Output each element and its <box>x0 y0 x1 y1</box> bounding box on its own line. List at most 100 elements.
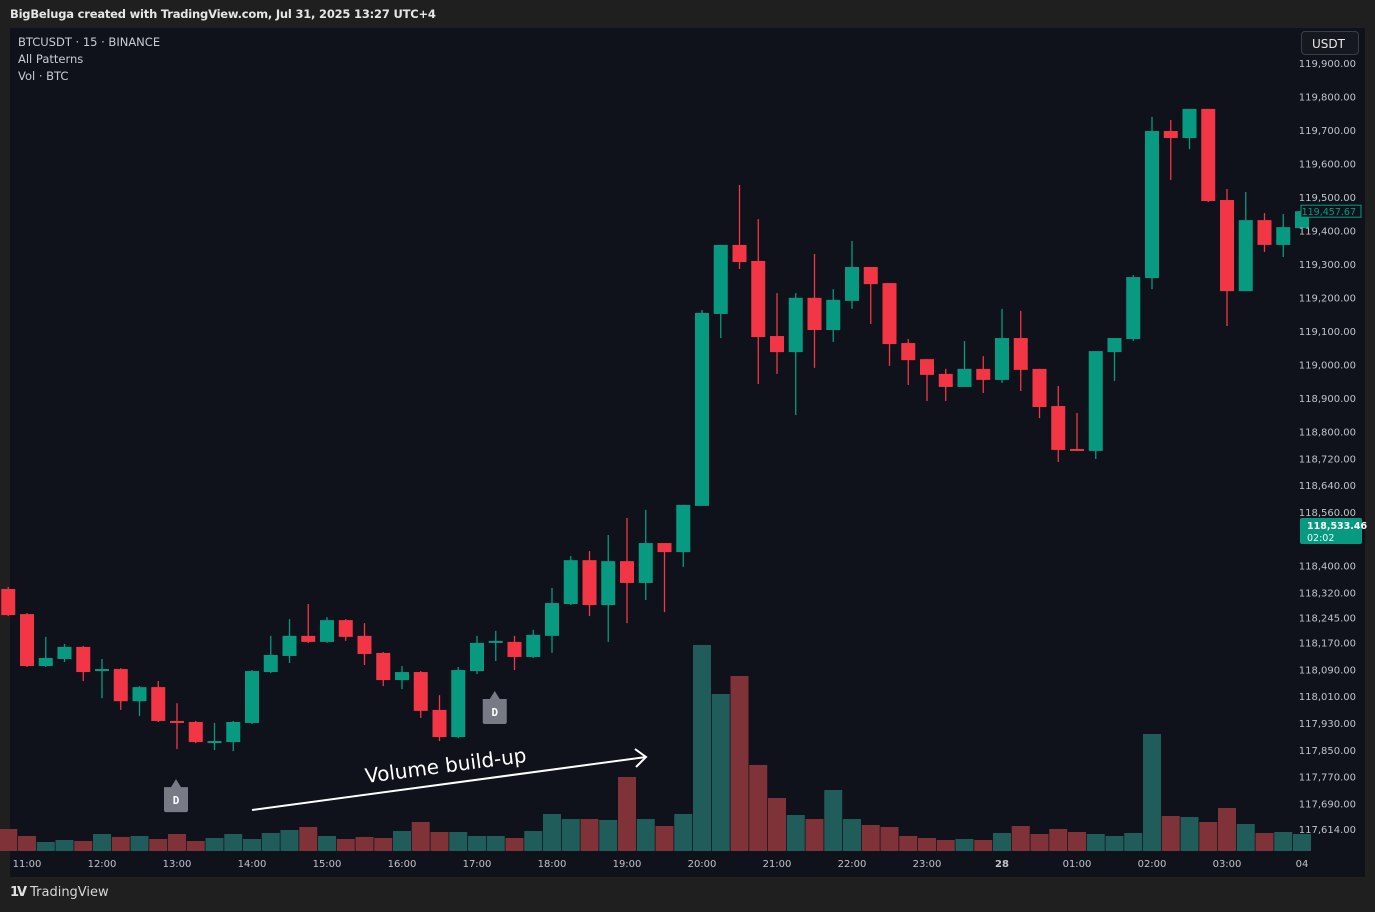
candle-body[interactable] <box>1238 220 1253 292</box>
pattern-marker-d[interactable]: D <box>164 779 188 813</box>
candle-body[interactable] <box>488 640 503 643</box>
time-tick-label: 12:00 <box>88 859 117 870</box>
candle-body[interactable] <box>320 620 334 642</box>
volume-bar <box>18 836 36 851</box>
candle-body[interactable] <box>882 283 897 345</box>
candle-body[interactable] <box>207 741 222 744</box>
candle-body[interactable] <box>151 687 166 721</box>
volume-bar <box>618 777 636 851</box>
volume-bar <box>93 834 111 851</box>
candle-body[interactable] <box>301 635 316 642</box>
candle-body[interactable] <box>995 338 1009 380</box>
candle-body[interactable] <box>38 657 53 667</box>
volume-bar <box>993 833 1011 851</box>
volume-bar <box>111 837 130 851</box>
candle-body[interactable] <box>1257 220 1272 245</box>
candle-body[interactable] <box>695 312 709 506</box>
candle-body[interactable] <box>807 297 822 331</box>
candle-body[interactable] <box>507 641 522 657</box>
candle-body[interactable] <box>638 543 653 583</box>
candle-body[interactable] <box>282 635 297 656</box>
candle-body[interactable] <box>57 646 72 659</box>
volume-bar <box>599 820 618 851</box>
candle-body[interactable] <box>920 359 934 375</box>
indicator-volume[interactable]: Vol · BTC <box>18 69 69 83</box>
candle-body[interactable] <box>545 603 559 636</box>
candle-body[interactable] <box>338 620 353 637</box>
candle-body[interactable] <box>1276 227 1291 245</box>
candle-body[interactable] <box>395 672 409 681</box>
candle-body[interactable] <box>938 373 953 387</box>
candle-body[interactable] <box>601 561 616 606</box>
brand-text: TradingView <box>30 885 109 900</box>
candle-body[interactable] <box>657 543 672 553</box>
candle-body[interactable] <box>470 642 484 672</box>
candle-body[interactable] <box>957 368 972 387</box>
price-tick-label: 118,245.00 <box>1299 613 1356 624</box>
candle-body[interactable] <box>76 646 91 673</box>
currency-button[interactable]: USDT <box>1301 31 1359 55</box>
arrow-line[interactable] <box>251 756 647 811</box>
candle-body[interactable] <box>563 560 578 605</box>
candle-body[interactable] <box>132 687 147 702</box>
candle-body[interactable] <box>1051 406 1066 450</box>
price-tick-label: 119,200.00 <box>1299 294 1356 305</box>
candle-body[interactable] <box>1088 351 1103 451</box>
candle-body[interactable] <box>1220 200 1234 292</box>
tradingview-brand[interactable]: 1V TradingView <box>10 885 109 900</box>
volume-bar <box>1143 734 1161 851</box>
time-tick-label: 16:00 <box>388 859 417 870</box>
volume-bar <box>580 819 599 851</box>
volume-bar <box>318 836 336 851</box>
candle-body[interactable] <box>676 504 691 553</box>
candle-body[interactable] <box>1201 108 1216 202</box>
candle-body[interactable] <box>188 721 203 743</box>
time-tick-label: 02:00 <box>1138 859 1167 870</box>
candle-body[interactable] <box>1032 368 1047 408</box>
candle-body[interactable] <box>245 671 259 723</box>
candle-body[interactable] <box>451 670 466 738</box>
candle-body[interactable] <box>713 244 728 314</box>
pattern-marker-d[interactable]: D <box>482 690 507 724</box>
candle-body[interactable] <box>413 672 428 711</box>
symbol-title[interactable]: BTCUSDT · 15 · BINANCE <box>18 35 161 49</box>
candle-body[interactable] <box>526 634 541 657</box>
candle-body[interactable] <box>432 709 447 738</box>
candle-body[interactable] <box>170 720 184 723</box>
candle-body[interactable] <box>1107 338 1122 353</box>
candle-body[interactable] <box>1163 131 1178 139</box>
candle-body[interactable] <box>1126 277 1141 340</box>
candle-body[interactable] <box>770 336 784 353</box>
volume-bar <box>693 645 711 851</box>
candle-body[interactable] <box>1145 131 1159 279</box>
candle-body[interactable] <box>901 343 916 361</box>
candle-body[interactable] <box>826 299 841 331</box>
volume-bar <box>186 841 205 851</box>
candle-body[interactable] <box>226 721 241 743</box>
candle-body[interactable] <box>582 560 597 606</box>
candle-body[interactable] <box>1182 108 1197 139</box>
candle-body[interactable] <box>1013 338 1028 370</box>
price-tick-label: 118,640.00 <box>1299 481 1356 492</box>
candle-body[interactable] <box>751 260 766 338</box>
candle-body[interactable] <box>20 614 34 667</box>
candle-body[interactable] <box>95 669 109 672</box>
candle-body[interactable] <box>1070 448 1084 451</box>
volume-bar <box>1293 834 1311 851</box>
candle-body[interactable] <box>1 588 16 616</box>
indicator-all-patterns[interactable]: All Patterns <box>18 52 84 66</box>
candle-body[interactable] <box>863 267 878 285</box>
candle-body[interactable] <box>732 244 747 262</box>
candle-body[interactable] <box>620 561 634 583</box>
candle-body[interactable] <box>113 669 128 702</box>
candle-body[interactable] <box>376 652 391 681</box>
candle-body[interactable] <box>788 297 803 353</box>
volume-bar <box>224 834 243 851</box>
annotation-text[interactable]: Volume build-up <box>364 743 528 788</box>
candle-body[interactable] <box>357 635 372 654</box>
candle-body[interactable] <box>845 267 859 301</box>
volume-bar <box>786 815 805 851</box>
candle-body[interactable] <box>976 368 991 380</box>
candle-body[interactable] <box>263 654 278 673</box>
